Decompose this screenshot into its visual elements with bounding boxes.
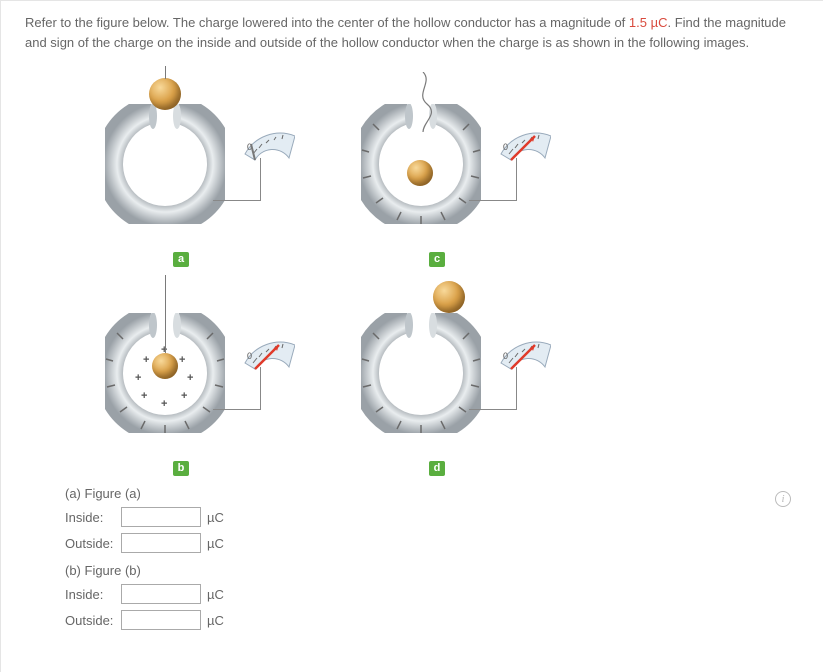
lead-b-v [260,367,261,410]
prompt-value: 1.5 µC [629,15,668,30]
svg-text:+: + [161,398,167,410]
unit-a-outside: µC [207,536,224,551]
meter-zero-d: 0 [503,351,508,361]
meter-zero-b: 0 [247,351,252,361]
figure-label-a: a [173,252,189,267]
label-b-outside: Outside: [65,613,121,628]
thread-c [419,72,449,132]
figure-b: + + + + + + + + [85,275,305,455]
unit-b-outside: µC [207,613,224,628]
electrometer-a: 0 [239,114,295,162]
figure-label-d: d [429,461,445,476]
figure-a: 0 [85,66,305,246]
figure-label-c: c [429,252,445,267]
electrometer-c: 0 [495,114,551,162]
info-icon[interactable]: i [775,491,791,507]
lead-a-v [260,158,261,201]
answer-section: (a) Figure (a) Inside: µC Outside: µC (b… [65,486,805,630]
prompt-pre: Refer to the figure below. The charge lo… [25,15,629,30]
lead-d-v [516,367,517,410]
lead-c-h [469,200,517,201]
label-a-outside: Outside: [65,536,121,551]
lead-d-h [469,409,517,410]
lead-a-h [213,200,261,201]
svg-text:+: + [181,390,187,402]
lead-b-h [213,409,261,410]
conductor-ring-d [361,313,481,433]
svg-text:+: + [141,390,147,402]
svg-text:+: + [135,372,141,384]
svg-text:+: + [179,354,185,366]
charged-ball-b [152,353,178,379]
electrometer-d: 0 [495,323,551,371]
electrometer-b: 0 [239,323,295,371]
question-prompt: Refer to the figure below. The charge lo… [25,13,805,52]
thread-a [165,66,166,79]
figure-d: 0 [341,275,561,455]
label-a-inside: Inside: [65,510,121,525]
svg-text:+: + [143,354,149,366]
conductor-ring-a [105,104,225,224]
meter-zero-c: 0 [503,142,508,152]
unit-b-inside: µC [207,587,224,602]
svg-text:+: + [187,372,193,384]
label-b-inside: Inside: [65,587,121,602]
figure-c: 0 [341,66,561,246]
input-b-outside[interactable] [121,610,201,630]
charged-ball-a [149,78,181,110]
unit-a-inside: µC [207,510,224,525]
lead-c-v [516,158,517,201]
thread-b [165,275,166,353]
figure-label-b: b [173,461,189,476]
question-heading-b: (b) Figure (b) [65,563,805,578]
charged-ball-d [433,281,465,313]
question-heading-a: (a) Figure (a) [65,486,805,501]
charged-ball-c [407,160,433,186]
input-a-outside[interactable] [121,533,201,553]
input-a-inside[interactable] [121,507,201,527]
input-b-inside[interactable] [121,584,201,604]
